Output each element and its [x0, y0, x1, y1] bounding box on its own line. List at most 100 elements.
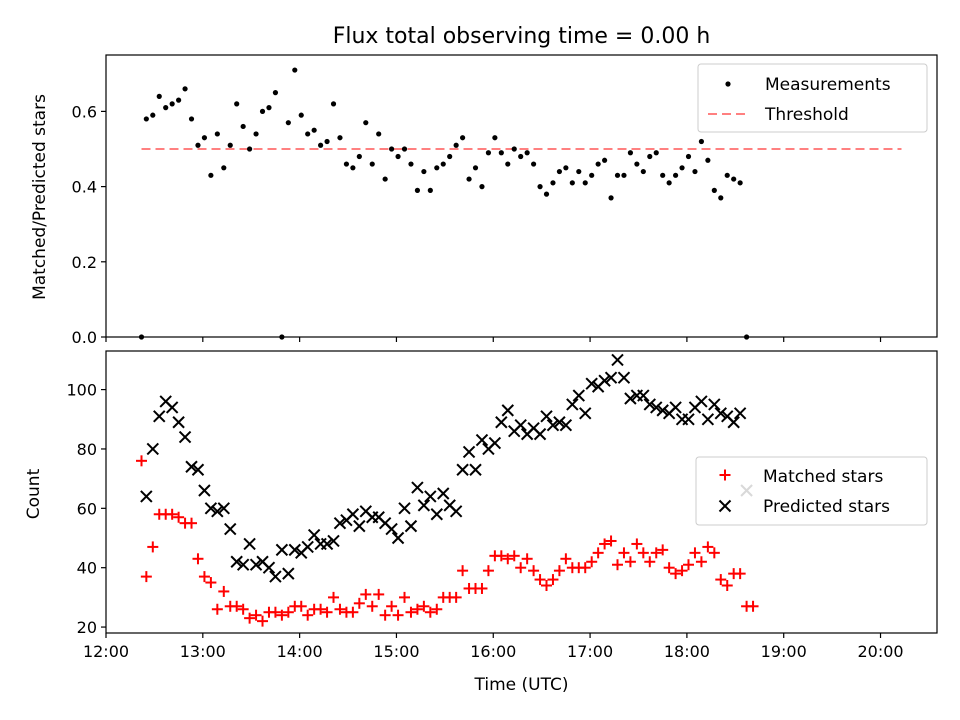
- matched-star-point-57: [502, 553, 514, 565]
- matched-star-point-22: [276, 609, 288, 621]
- matched-star-point-54: [482, 565, 494, 577]
- matched-star-point-34: [353, 597, 365, 609]
- matched-star-point-9: [192, 553, 204, 565]
- measurement-point-71: [595, 161, 601, 167]
- legend-measurements-marker: [725, 81, 731, 87]
- measurement-point-30: [330, 101, 337, 107]
- measurement-point-88: [705, 157, 711, 163]
- measurement-point-89: [711, 187, 717, 193]
- measurement-point-81: [660, 172, 666, 178]
- measurement-point-83: [672, 172, 679, 178]
- measurement-point-17: [247, 146, 253, 152]
- x-tick-label-1200: 12:00: [83, 642, 129, 661]
- measurement-point-37: [376, 131, 382, 137]
- measurement-point-59: [518, 153, 524, 160]
- measurement-point-32: [343, 161, 350, 167]
- predicted-star-point-61: [533, 427, 547, 441]
- matched-star-point-13: [218, 585, 230, 597]
- measurement-point-11: [208, 172, 214, 178]
- predicted-star-point-74: [617, 371, 631, 384]
- matched-star-point-77: [631, 538, 643, 550]
- legend-matched-label: Matched stars: [763, 467, 883, 487]
- matched-star-point-56: [495, 550, 507, 562]
- top-axes-frame: [105, 54, 938, 338]
- predicted-star-point-63: [546, 419, 560, 432]
- predicted-star-point-20: [269, 570, 282, 583]
- measurement-points: [138, 67, 750, 340]
- matched-star-point-76: [624, 556, 636, 568]
- matched-star-point-69: [579, 562, 591, 574]
- matched-star-point-6: [173, 511, 185, 523]
- measurement-point-1: [143, 116, 149, 122]
- predicted-star-point-46: [437, 487, 450, 500]
- matched-star-point-30: [328, 591, 340, 603]
- top-yticks-label-0-6: 0.6: [72, 102, 97, 121]
- predicted-star-point-29: [327, 534, 340, 548]
- predicted-star-point-78: [643, 398, 656, 411]
- matched-star-point-49: [450, 591, 462, 603]
- matched-star-point-28: [315, 603, 327, 615]
- legend-predicted-label: Predicted stars: [763, 497, 890, 517]
- figure-title: Flux total observing time = 0.00 h: [333, 24, 711, 49]
- predicted-star-point-68: [579, 407, 592, 420]
- measurement-point-15: [234, 101, 240, 107]
- legend-predicted-marker: [718, 499, 732, 513]
- predicted-star-point-8: [191, 463, 205, 476]
- measurement-point-16: [240, 123, 246, 130]
- measurement-point-90: [718, 195, 724, 201]
- predicted-star-point-0: [140, 490, 153, 503]
- x-tick-label-1400: 14:00: [277, 642, 323, 661]
- matched-star-point-91: [721, 580, 733, 592]
- matched-star-point-74: [612, 559, 624, 571]
- matched-star-point-73: [605, 535, 617, 547]
- measurement-point-55: [492, 135, 498, 141]
- matched-star-point-65: [553, 565, 565, 577]
- predicted-star-point-14: [230, 555, 243, 568]
- predicted-star-point-15: [236, 558, 250, 571]
- x-tick-label-2000: 20:00: [857, 642, 903, 661]
- measurement-point-85: [685, 153, 692, 160]
- matched-star-point-46: [431, 603, 443, 615]
- matched-star-point-72: [599, 538, 611, 550]
- predicted-star-point-51: [469, 463, 482, 476]
- measurement-point-54: [485, 150, 492, 156]
- matched-star-point-58: [508, 550, 520, 562]
- measurement-point-6: [176, 97, 182, 103]
- predicted-star-point-30: [333, 516, 347, 530]
- measurement-point-14: [227, 142, 233, 148]
- bottom-legend: Matched stars Predicted stars: [695, 456, 928, 526]
- x-tick-label-1300: 13:00: [180, 642, 226, 661]
- measurement-point-73: [608, 195, 614, 201]
- predicted-star-point-42: [411, 481, 424, 494]
- measurement-point-52: [472, 165, 479, 171]
- predicted-star-point-79: [650, 401, 663, 414]
- measurement-point-34: [356, 153, 362, 160]
- matched-star-point-18: [250, 609, 262, 621]
- measurement-point-31: [337, 135, 343, 141]
- matched-star-point-43: [411, 603, 423, 615]
- predicted-star-point-25: [301, 540, 314, 554]
- measurement-point-29: [324, 138, 330, 145]
- matched-star-point-83: [670, 568, 682, 580]
- predicted-star-point-89: [714, 407, 727, 420]
- matched-star-point-42: [405, 606, 417, 618]
- predicted-star-point-75: [624, 392, 637, 405]
- measurement-point-41: [401, 146, 408, 152]
- predicted-star-point-11: [211, 505, 224, 518]
- measurement-point-79: [647, 153, 653, 160]
- measurement-point-33: [350, 165, 356, 171]
- legend-matched-marker: [719, 469, 731, 481]
- measurement-point-68: [576, 168, 582, 175]
- measurement-point-9: [195, 142, 201, 148]
- measurement-point-0: [138, 334, 145, 340]
- matched-star-point-26: [302, 609, 314, 621]
- measurement-point-63: [543, 191, 550, 197]
- measurement-point-87: [698, 138, 705, 145]
- top-yticks-label-0-0: 0.0: [72, 328, 97, 347]
- predicted-star-point-62: [540, 410, 553, 423]
- matched-star-point-31: [334, 603, 346, 615]
- x-tick-label-1600: 16:00: [470, 642, 516, 661]
- bottom-legend-box: [695, 456, 928, 526]
- matched-star-point-38: [379, 609, 391, 621]
- predicted-star-point-7: [185, 460, 198, 473]
